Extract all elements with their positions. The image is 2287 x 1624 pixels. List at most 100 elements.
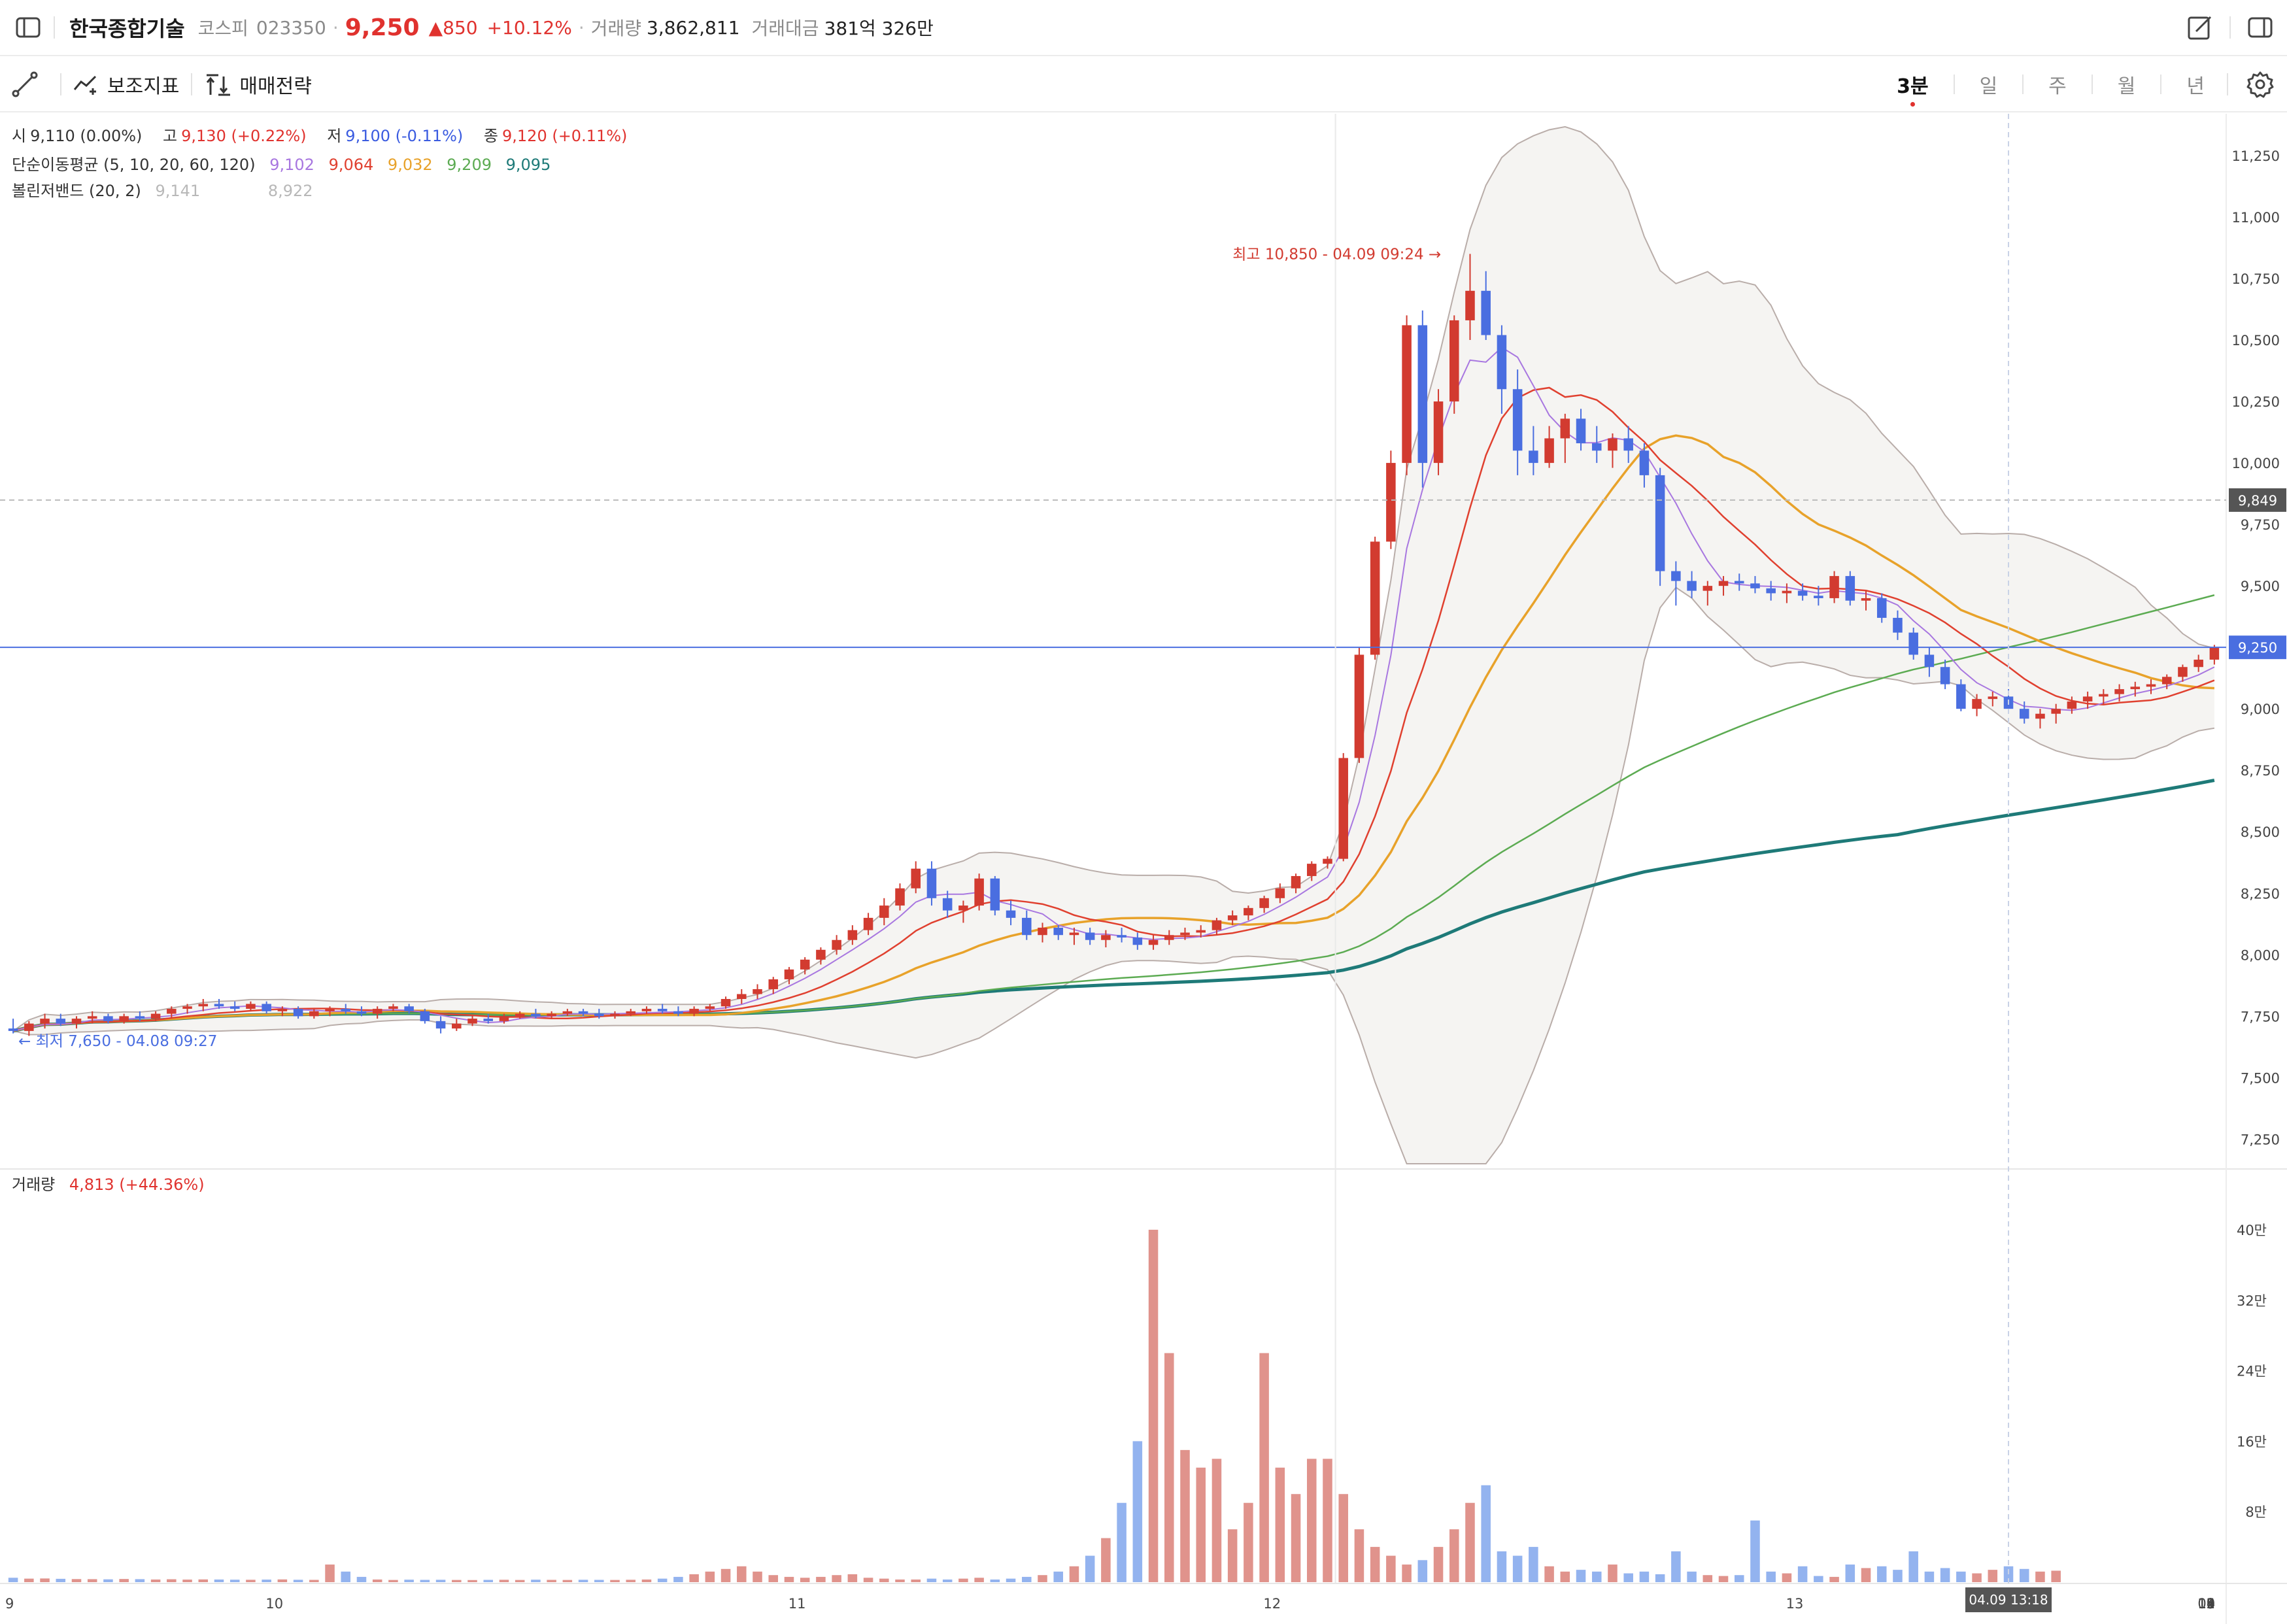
time-tick-label: 11 <box>788 1596 806 1612</box>
candle <box>689 1009 699 1014</box>
period-day[interactable]: 일 <box>1979 75 1998 98</box>
separator-dot: · <box>578 16 584 39</box>
volume-bar <box>1734 1575 1744 1582</box>
candle <box>404 1006 414 1011</box>
volume-bar <box>1196 1467 1206 1582</box>
candle <box>1338 758 1348 859</box>
settings-gear-icon[interactable] <box>2237 61 2283 107</box>
toolbar-divider <box>60 73 61 95</box>
volume-bar <box>1924 1571 1935 1582</box>
volume-bar <box>926 1578 937 1582</box>
volume-bar <box>1117 1502 1127 1582</box>
volume-bar <box>879 1578 889 1582</box>
volume-bar <box>1275 1467 1285 1582</box>
volume-bar <box>958 1578 968 1582</box>
chart-grid <box>0 114 2287 1624</box>
candle <box>1876 598 1887 618</box>
indicators-button[interactable]: 보조지표 <box>72 70 179 99</box>
candle <box>2051 709 2061 714</box>
period-divider <box>2160 75 2162 94</box>
candle <box>863 917 873 930</box>
volume-bar <box>452 1580 462 1582</box>
volume-bar <box>1338 1494 1348 1582</box>
bollinger-band-fill <box>13 126 2214 1164</box>
candle <box>2114 689 2124 694</box>
period-week[interactable]: 주 <box>2048 75 2067 98</box>
candle <box>2067 701 2077 709</box>
volume-bar <box>1164 1353 1174 1582</box>
candle <box>1845 576 1855 601</box>
volume-bar <box>974 1578 984 1582</box>
volume-tick-label: 16만 <box>2237 1434 2267 1449</box>
candle <box>1655 475 1665 571</box>
candle <box>515 1013 525 1017</box>
sidebar-toggle-icon[interactable] <box>5 5 51 50</box>
edit-icon[interactable] <box>2177 5 2223 50</box>
candle <box>990 878 1000 911</box>
volume-bar <box>1845 1565 1855 1582</box>
volume-tick-label: 40만 <box>2237 1223 2267 1238</box>
low-value: 9,100 (-0.11%) <box>345 127 464 145</box>
volume-bar <box>562 1580 573 1582</box>
volume-bar <box>1006 1578 1016 1582</box>
price-tick-label: 9,500 <box>2241 579 2280 594</box>
draw-line-icon[interactable] <box>0 59 50 109</box>
high-value: 9,130 (+0.22%) <box>181 127 307 145</box>
volume-bar <box>1354 1529 1364 1582</box>
volume-bar <box>229 1580 240 1582</box>
price-tick-label: 9,000 <box>2241 702 2280 717</box>
candle <box>895 888 905 906</box>
candle <box>594 1013 604 1017</box>
candle <box>262 1004 271 1011</box>
bb-upper-value: 9,141 <box>155 182 201 200</box>
volume-bar <box>1639 1571 1650 1582</box>
candle <box>1924 654 1935 668</box>
volume-bar <box>1544 1566 1554 1582</box>
candle <box>1576 418 1586 443</box>
candle <box>1101 935 1111 940</box>
panel-toggle-icon[interactable] <box>2237 5 2283 50</box>
candle <box>1275 888 1285 898</box>
candle <box>87 1016 97 1019</box>
volume-bar <box>71 1579 82 1582</box>
candle <box>1386 463 1396 542</box>
candle <box>626 1011 636 1014</box>
volume-tick-label: 32만 <box>2237 1293 2267 1309</box>
candle <box>2019 709 2029 719</box>
volume-bar <box>1608 1565 1618 1582</box>
volume-bar <box>1481 1485 1491 1582</box>
stock-name[interactable]: 한국종합기술 <box>69 16 185 41</box>
period-year[interactable]: 년 <box>2186 75 2205 98</box>
candle <box>452 1023 462 1029</box>
period-3min[interactable]: 3분 <box>1897 70 1929 107</box>
candle <box>1117 935 1127 938</box>
volume-bar <box>594 1580 604 1582</box>
candle <box>1893 618 1903 633</box>
candle <box>420 1011 430 1021</box>
volume-bar <box>56 1578 66 1582</box>
volume-bar <box>467 1580 477 1582</box>
candle <box>1861 598 1871 601</box>
strategy-button[interactable]: 매매전략 <box>204 70 312 99</box>
candle <box>2209 647 2220 660</box>
candle <box>974 878 984 906</box>
volume-bar <box>1022 1576 1032 1582</box>
volume-bar <box>895 1579 905 1582</box>
volume-legend-value: 4,813 (+44.36%) <box>69 1176 205 1194</box>
price-chart[interactable]: 11,250 11,000 10,750 10,500 10,250 10,000 9,75… <box>0 114 2287 1624</box>
bb-label: 볼린저밴드 (20, 2) <box>12 182 141 200</box>
volume-bar <box>942 1579 953 1582</box>
price-tick-label: 7,250 <box>2241 1132 2280 1147</box>
volume-bar <box>1291 1494 1301 1582</box>
volume-bar <box>1814 1576 1823 1582</box>
volume-bar <box>610 1580 620 1582</box>
volume-label: 거래량 <box>590 18 641 39</box>
volume-bar <box>1085 1555 1095 1582</box>
ma20-value: 9,032 <box>387 156 433 174</box>
candle <box>229 1006 240 1009</box>
candle <box>309 1011 319 1017</box>
volume-bar <box>388 1580 398 1582</box>
period-month[interactable]: 월 <box>2117 75 2136 98</box>
candle <box>1449 320 1459 402</box>
